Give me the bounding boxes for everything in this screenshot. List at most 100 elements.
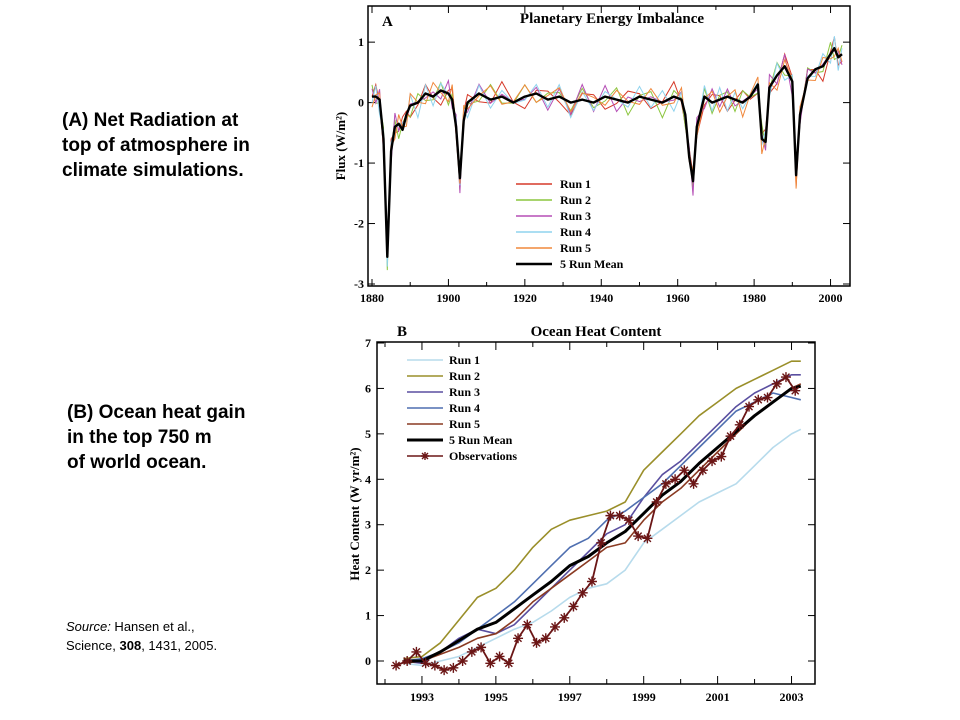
chart-a-series-run-2 [371,42,843,271]
chart-b-x-tick-label: 2001 [706,690,730,704]
chart-a-panel-letter: A [382,14,393,30]
chart-b-observation-point [466,646,477,657]
chart-b-observation-point [476,642,487,653]
chart-b-y-tick-label: 0 [365,654,371,668]
chart-b-observation-point [568,601,579,612]
chart-b-legend-label-run-2: Run 2 [449,369,480,383]
chart-b-y-tick-label: 2 [365,563,371,577]
chart-a-y-tick-label: -3 [354,277,364,291]
chart-b-observation-point [734,419,745,430]
caption-b-line-3: of world ocean. [67,452,207,473]
caption-b-line-2: in the top 750 m [67,427,212,448]
caption-a-line-2: top of atmosphere in [62,135,250,156]
source-volume: 308 [119,638,142,653]
chart-b-observation-point [623,515,634,526]
chart-a-legend-label-5-run-mean: 5 Run Mean [560,257,624,271]
caption-panel-a: (A) Net Radiation at top of atmosphere i… [62,108,250,183]
ocean-heat-content-chart: B Ocean Heat Content Heat Content (W yr/m²… [347,324,816,704]
chart-b-observation-point [540,633,551,644]
chart-b-observation-point [651,497,662,507]
chart-b-y-tick-label: 1 [365,609,371,623]
chart-b-observation-point [744,401,755,412]
chart-b-x-tick-label: 1999 [632,690,656,704]
chart-b-y-tick-label: 4 [365,472,371,486]
chart-b-legend-label-observations: Observations [449,449,517,463]
chart-b-series-run-2 [403,360,801,660]
source-journal: Science, [66,638,120,653]
chart-b-observation-point [503,658,514,669]
chart-b-legend-label-run-5: Run 5 [449,417,480,431]
chart-b-observation-point [771,378,782,389]
source-line-1: Source: Hansen et al., [66,617,217,636]
chart-b-observation-point [550,621,560,632]
chart-b-observation-point [670,474,681,485]
chart-b-legend-label-run-1: Run 1 [449,353,480,367]
chart-b-observation-point [688,478,699,489]
chart-b-observation-point [448,662,459,673]
source-citation: Source: Hansen et al., Science, 308, 143… [66,617,217,655]
chart-b-observation-point [725,431,736,442]
chart-b-observation-point [633,531,644,542]
chart-b-observation-point [790,385,801,396]
chart-b-observation-point [420,658,431,669]
chart-b-observation-point [429,660,440,671]
caption-b-line-1: (B) Ocean heat gain [67,402,246,423]
chart-a-y-tick-label: 0 [358,96,364,110]
chart-a-x-tick-label: 1920 [513,291,537,305]
chart-b-frame [376,341,816,685]
chart-b-y-axis-label: Heat Content (W yr/m²) [347,447,362,580]
chart-b-observation-point [753,394,764,405]
chart-b-observation-point [707,456,718,467]
chart-a-frame [367,5,851,287]
source-pages: , 1431, 2005. [141,638,218,653]
chart-b-x-tick-label: 1993 [410,690,434,704]
chart-b-legend-label-run-3: Run 3 [449,385,480,399]
chart-b-observation-point [577,587,588,598]
chart-b-panel-letter: B [397,324,407,340]
chart-b-observation-point [586,576,597,587]
chart-b-observation-point [716,451,727,462]
chart-b-y-tick-label: 6 [365,381,371,395]
chart-b-legend-label-run-4: Run 4 [449,401,480,415]
chart-a-x-tick-label: 1960 [666,291,690,305]
chart-a-x-tick-label: 1900 [436,291,460,305]
chart-a-legend-label-run-2: Run 2 [560,193,591,207]
chart-a-legend-label-run-1: Run 1 [560,177,591,191]
chart-a-y-axis-label: Flux (W/m²) [333,112,348,181]
chart-b-observation-point [439,665,450,676]
chart-b-title: Ocean Heat Content [531,324,662,340]
chart-a-x-tick-label: 1940 [589,291,613,305]
chart-b-observation-point [614,510,625,521]
caption-a-line-3: climate simulations. [62,160,244,181]
chart-b-observation-point [697,465,708,476]
chart-a-legend-label-run-5: Run 5 [560,241,591,255]
chart-b-legend-label-5-run-mean: 5 Run Mean [449,433,513,447]
chart-a-y-tick-label: 1 [358,35,364,49]
chart-a-series-run-5 [371,46,843,252]
chart-b-observation-point [513,633,524,644]
chart-b-observation-point [485,658,496,669]
chart-b-x-tick-label: 1997 [558,690,582,704]
chart-b-observation-point [457,656,468,666]
chart-a-x-tick-label: 1880 [360,291,384,305]
chart-b-y-tick-label: 5 [365,427,371,441]
chart-a-x-tick-label: 1980 [742,291,766,305]
chart-b-observation-point [559,612,570,623]
chart-a-legend-label-run-3: Run 3 [560,209,591,223]
caption-panel-b: (B) Ocean heat gain in the top 750 m of … [67,400,245,475]
chart-b-observation-point [402,656,413,666]
chart-b-observation-point [660,478,671,489]
chart-a-y-tick-label: -1 [354,156,364,170]
source-authors: Hansen et al., [110,619,195,634]
chart-a-series-5-run-mean [372,47,843,258]
planetary-energy-imbalance-chart: A Planetary Energy Imbalance Flux (W/m²) 1 0… [333,5,851,305]
source-line-2: Science, 308, 1431, 2005. [66,636,217,655]
chart-b-observation-point [762,392,773,403]
chart-a-title: Planetary Energy Imbalance [520,11,704,27]
chart-b-observation-point [596,537,607,548]
chart-b-observation-point [780,372,791,383]
chart-b-observation-point [679,465,690,476]
chart-b-observation-point [605,510,616,521]
chart-a-series-run-1 [371,36,843,251]
caption-a-line-1: (A) Net Radiation at [62,110,239,131]
